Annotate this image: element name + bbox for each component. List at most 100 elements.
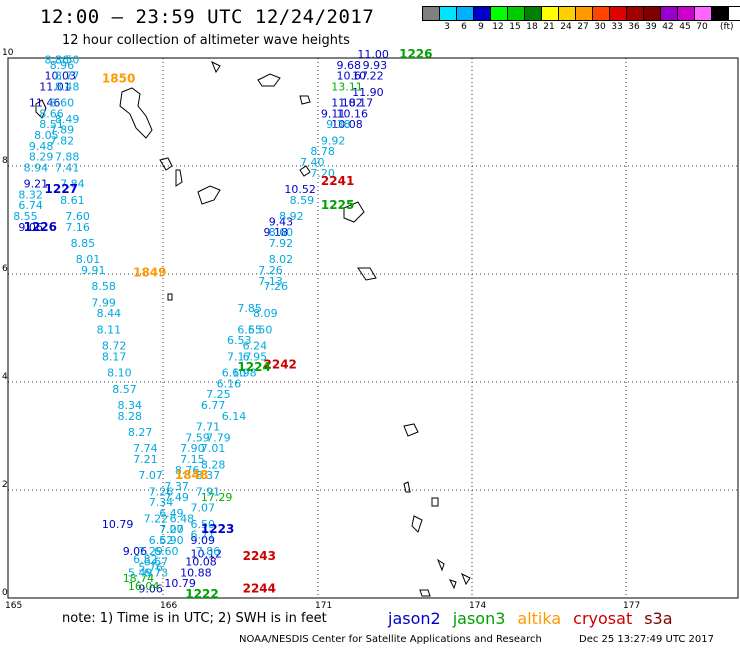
footer-note: note: 1) Time is in UTC; 2) SWH is in fe… xyxy=(62,611,327,626)
wave-height-label: 5.76 xyxy=(138,561,163,574)
island-outline xyxy=(35,99,47,119)
legend-swatch xyxy=(695,7,712,20)
wave-height-label: 6.24 xyxy=(243,340,268,353)
wave-height-label: 9.93 xyxy=(363,59,388,72)
island-outline xyxy=(403,423,419,437)
lon-tick-label: 174 xyxy=(469,601,486,611)
wave-height-label: 9.18 xyxy=(264,226,289,239)
wave-height-label: 13.11 xyxy=(331,80,363,93)
wave-height-label: 8.01 xyxy=(76,253,101,266)
wave-height-label: 10.67 xyxy=(337,70,369,83)
legend-label: 42 xyxy=(662,22,674,32)
wave-height-label: 8.37 xyxy=(196,469,221,482)
wave-height-label: 8.96 xyxy=(50,59,74,72)
wave-height-label: 6.14 xyxy=(222,410,247,423)
wave-height-label: 7.60 xyxy=(65,210,90,223)
wave-height-label: 5.49 xyxy=(128,566,152,579)
wave-height-label: 8.48 xyxy=(55,80,80,93)
wave-height-label: 6.98 xyxy=(232,367,257,380)
legend-swatch xyxy=(559,7,576,20)
wave-height-label: 8.60 xyxy=(50,97,74,110)
wave-height-label: 7.49 xyxy=(164,491,189,504)
wave-height-label: 17.29 xyxy=(201,491,233,504)
island-outline xyxy=(211,60,221,74)
pass-time-label: 1225 xyxy=(321,198,354,212)
lat-tick-label: 0 xyxy=(2,588,8,598)
wave-height-label: 8.94 xyxy=(24,161,48,174)
island-outline xyxy=(197,185,221,205)
wave-height-label: 9.91 xyxy=(81,264,106,277)
legend-swatch xyxy=(644,7,661,20)
wave-height-label: 8.66 xyxy=(39,107,64,120)
wave-height-label: 7.29 xyxy=(138,545,163,558)
wave-height-label: 7.07 xyxy=(138,469,163,482)
legend-label: 33 xyxy=(611,22,623,32)
wave-height-label: 6.52 xyxy=(149,534,174,547)
wave-height-label: 9.92 xyxy=(321,134,346,147)
legend-swatch xyxy=(661,7,678,20)
legend-swatch xyxy=(627,7,644,20)
island-outline xyxy=(257,73,281,87)
wave-height-label: 7.59 xyxy=(185,431,210,444)
legend-label: 18 xyxy=(526,22,538,32)
legend-swatch xyxy=(491,7,508,20)
island-outline xyxy=(119,87,153,139)
pass-time-label: 1223 xyxy=(201,522,234,536)
wave-height-label: 9.11 xyxy=(321,107,346,120)
wave-height-label: 7.22 xyxy=(144,512,169,525)
wave-height-label: 7.82 xyxy=(50,134,74,147)
wave-height-label: 8.02 xyxy=(269,253,294,266)
credit-line: NOAA/NESDIS Center for Satellite Applica… xyxy=(239,634,542,645)
wave-height-label: 10.88 xyxy=(180,566,212,579)
lon-tick-label: 166 xyxy=(160,601,177,611)
lon-tick-label: 171 xyxy=(315,601,332,611)
wave-height-label: 9.43 xyxy=(269,215,294,228)
wave-height-label: 6.53 xyxy=(227,334,252,347)
color-legend: 3 6 9 12 15 18 21 24 27 30 33 36 39 42 45 70 (ft) xyxy=(422,6,740,35)
island-outline xyxy=(357,267,377,281)
wave-height-label: 8.72 xyxy=(102,340,127,353)
wave-height-label: 11.90 xyxy=(352,86,384,99)
wave-height-label: 8.44 xyxy=(97,307,122,320)
wave-height-label: 8.92 xyxy=(279,210,304,223)
lon-tick-label: 165 xyxy=(5,601,22,611)
island-outline xyxy=(436,558,445,572)
island-outline xyxy=(343,201,365,223)
island-outline xyxy=(461,572,471,586)
legend-label: 21 xyxy=(543,22,555,32)
wave-height-label: 10.12 xyxy=(191,548,223,561)
satellite-altika: altika xyxy=(517,609,562,628)
wave-height-label: 6.49 xyxy=(159,507,184,520)
wave-height-label: 8.29 xyxy=(29,151,54,164)
island-outline xyxy=(431,497,439,507)
lat-tick-label: 10 xyxy=(2,48,14,58)
wave-height-label: 8.55 xyxy=(13,210,38,223)
wave-height-label: 9.06 xyxy=(138,583,163,596)
wave-height-label: 7.17 xyxy=(227,350,252,363)
wave-height-label: 10.79 xyxy=(102,518,133,531)
wave-height-label: 7.92 xyxy=(269,237,294,250)
wave-height-label: 8.60 xyxy=(269,226,294,239)
legend-labels: 3 6 9 12 15 18 21 24 27 30 33 36 39 42 45 70 xyxy=(422,21,740,35)
wave-height-label: 6.82 xyxy=(133,553,158,566)
wave-height-label: 7.84 xyxy=(60,178,85,191)
wave-height-label: 6.10 xyxy=(222,367,247,380)
pass-time-label: 1222 xyxy=(185,587,218,601)
wave-height-label: 7.37 xyxy=(164,480,189,493)
island-outline xyxy=(175,169,183,187)
wave-height-label: 6.95 xyxy=(243,350,268,363)
wave-height-label: 7.40 xyxy=(300,156,325,169)
pass-time-label: 1224 xyxy=(237,360,270,374)
wave-height-label: 6.90 xyxy=(159,534,184,547)
pass-time-label: 1849 xyxy=(133,266,166,280)
legend-swatch xyxy=(712,7,729,20)
pass-time-label: 1848 xyxy=(175,468,208,482)
wave-height-label: 8.51 xyxy=(39,118,64,131)
satellite-jason2: jason2 xyxy=(388,609,441,628)
satellite-cryosat: cryosat xyxy=(573,609,633,628)
island-outline xyxy=(411,515,423,533)
wave-height-label: 7.90 xyxy=(180,442,205,455)
wave-height-label: 7.89 xyxy=(50,124,74,137)
wave-height-label: 7.86 xyxy=(196,545,221,558)
satellite-legend: jason2 jason3 altika cryosat s3a xyxy=(388,609,673,628)
